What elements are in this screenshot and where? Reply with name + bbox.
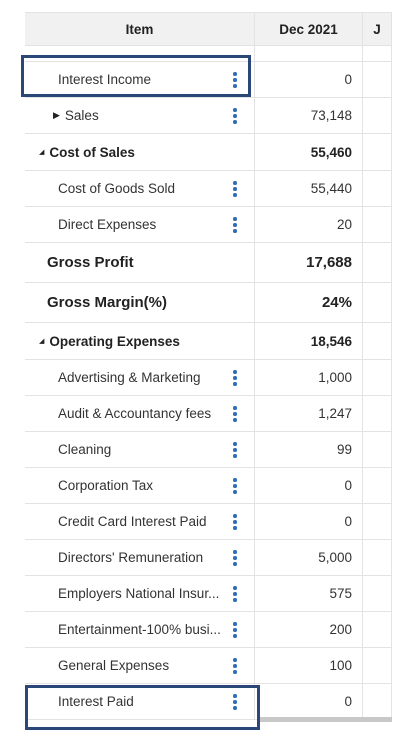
- horizontal-scrollbar[interactable]: [258, 717, 392, 722]
- row-value: 20: [255, 207, 363, 243]
- row-label-text: Cost of Sales: [49, 144, 135, 160]
- row-menu[interactable]: [233, 442, 237, 460]
- next-column-cell: [363, 323, 392, 360]
- row-label-text: Interest Paid: [58, 694, 134, 709]
- column-header[interactable]: Dec 2021: [255, 12, 363, 46]
- row-value: 0: [255, 62, 363, 98]
- next-column-cell: [363, 684, 392, 720]
- expand-toggle[interactable]: ◢: [39, 149, 45, 156]
- next-column-cell: [363, 576, 392, 612]
- row-label-text: Cleaning: [58, 442, 112, 457]
- row-label-text: Employers National Insur...: [58, 586, 220, 601]
- row-label-text: Credit Card Interest Paid: [58, 514, 207, 529]
- row-label-text: Gross Margin(%): [47, 294, 168, 311]
- row-label-text: Audit & Accountancy fees: [58, 406, 212, 421]
- row-label-text: Operating Expenses: [49, 333, 180, 349]
- row-menu[interactable]: [233, 406, 237, 424]
- row-label: Cleaning: [25, 432, 255, 468]
- row-label-text: Entertainment-100% busi...: [58, 622, 221, 637]
- row-value: 0: [255, 468, 363, 504]
- row-value: 1,000: [255, 360, 363, 396]
- next-column-cell: [363, 432, 392, 468]
- next-column-cell: [363, 243, 392, 283]
- row-label: Interest Paid: [25, 684, 255, 720]
- row-label: ◢ Operating Expenses: [25, 323, 255, 360]
- row-value: 24%: [255, 283, 363, 323]
- row-label: Audit & Accountancy fees: [25, 396, 255, 432]
- row-value: 18,546: [255, 323, 363, 360]
- row-menu[interactable]: [233, 550, 237, 568]
- row-label-text: General Expenses: [58, 658, 170, 673]
- row-label-text: Cost of Goods Sold: [58, 181, 176, 196]
- row-label-text: Corporation Tax: [58, 478, 154, 493]
- row-label: General Expenses: [25, 648, 255, 684]
- row-menu[interactable]: [233, 694, 237, 712]
- row-value: 17,688: [255, 243, 363, 283]
- row-value: 0: [255, 504, 363, 540]
- row-label: Gross Profit: [25, 243, 255, 283]
- row-value: 55,440: [255, 171, 363, 207]
- expand-toggle[interactable]: ◢: [39, 338, 45, 345]
- next-column-cell: [363, 612, 392, 648]
- expand-toggle[interactable]: ▶: [53, 110, 60, 120]
- row-menu[interactable]: [233, 514, 237, 532]
- next-column-cell: [363, 134, 392, 171]
- row-value: 1,247: [255, 396, 363, 432]
- row-label: Credit Card Interest Paid: [25, 504, 255, 540]
- next-column-cell: [363, 504, 392, 540]
- row-label: Cost of Goods Sold: [25, 171, 255, 207]
- row-label: ◢ Cost of Sales: [25, 134, 255, 171]
- row-value: 55,460: [255, 134, 363, 171]
- row-menu[interactable]: [233, 658, 237, 676]
- row-label-text: Direct Expenses: [58, 217, 157, 232]
- row-menu[interactable]: [233, 370, 237, 388]
- next-column-cell: [363, 207, 392, 243]
- row-menu[interactable]: [233, 217, 237, 235]
- next-column-cell: [363, 396, 392, 432]
- row-menu[interactable]: [233, 108, 237, 126]
- row-label-text: Gross Profit: [47, 254, 134, 271]
- row-value: 73,148: [255, 98, 363, 134]
- row-value: 200: [255, 612, 363, 648]
- row-menu[interactable]: [233, 478, 237, 496]
- row-label: ▶ Sales: [25, 98, 255, 134]
- row-value: 100: [255, 648, 363, 684]
- highlight-box: [25, 685, 260, 730]
- row-label: Directors' Remuneration: [25, 540, 255, 576]
- clipped-row: [25, 46, 255, 62]
- column-header[interactable]: Item: [25, 12, 255, 46]
- row-label-text: Advertising & Marketing: [58, 370, 201, 385]
- row-label: Advertising & Marketing: [25, 360, 255, 396]
- row-value: 99: [255, 432, 363, 468]
- row-menu[interactable]: [233, 72, 237, 90]
- next-column-cell: [363, 171, 392, 207]
- next-column-cell: [363, 62, 392, 98]
- next-column-cell: [363, 540, 392, 576]
- clipped-row: [255, 46, 363, 62]
- next-column-cell: [363, 360, 392, 396]
- row-menu[interactable]: [233, 181, 237, 199]
- row-label: Direct Expenses: [25, 207, 255, 243]
- row-label: Gross Margin(%): [25, 283, 255, 323]
- column-header[interactable]: J: [363, 12, 392, 46]
- row-label-text: Directors' Remuneration: [58, 550, 204, 565]
- row-label-text: Interest Income: [58, 72, 152, 87]
- row-label: Employers National Insur...: [25, 576, 255, 612]
- row-menu[interactable]: [233, 586, 237, 604]
- row-menu[interactable]: [233, 622, 237, 640]
- row-label: Entertainment-100% busi...: [25, 612, 255, 648]
- row-value: 5,000: [255, 540, 363, 576]
- next-column-cell: [363, 283, 392, 323]
- row-label: Corporation Tax: [25, 468, 255, 504]
- highlight-box: [21, 55, 251, 97]
- next-column-cell: [363, 98, 392, 134]
- row-label: Interest Income: [25, 62, 255, 98]
- row-label-text: Sales: [64, 108, 99, 123]
- next-column-cell: [363, 468, 392, 504]
- next-column-cell: [363, 648, 392, 684]
- row-value: 0: [255, 684, 363, 720]
- clipped-row: [363, 46, 392, 62]
- row-value: 575: [255, 576, 363, 612]
